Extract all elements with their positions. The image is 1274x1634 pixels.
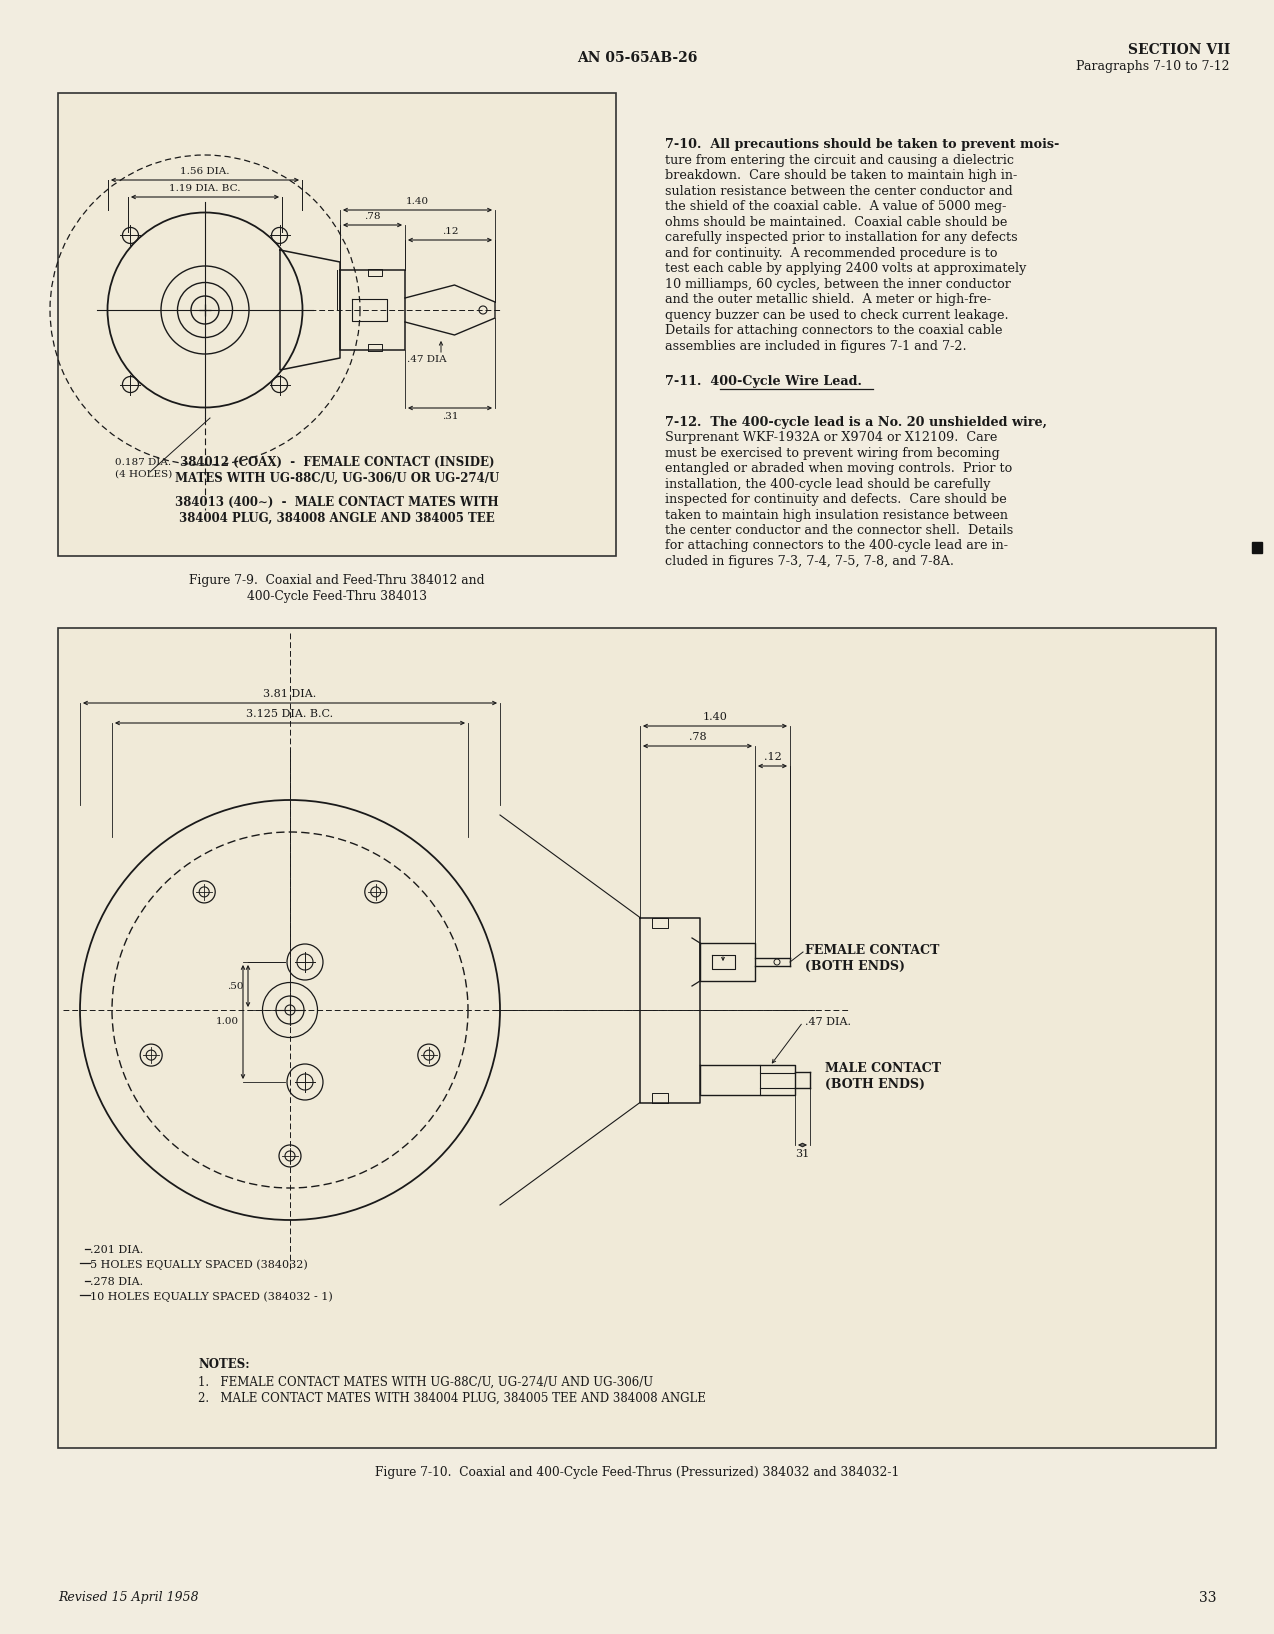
Text: breakdown.  Care should be taken to maintain high in-: breakdown. Care should be taken to maint… bbox=[665, 168, 1017, 181]
Text: the shield of the coaxial cable.  A value of 5000 meg-: the shield of the coaxial cable. A value… bbox=[665, 199, 1006, 212]
Text: (BOTH ENDS): (BOTH ENDS) bbox=[805, 961, 905, 972]
Bar bbox=[59, 93, 617, 556]
Text: carefully inspected prior to installation for any defects: carefully inspected prior to installatio… bbox=[665, 230, 1018, 243]
Text: (4 HOLES): (4 HOLES) bbox=[115, 471, 172, 479]
Text: .47 DIA.: .47 DIA. bbox=[805, 1016, 851, 1028]
Text: quency buzzer can be used to check current leakage.: quency buzzer can be used to check curre… bbox=[665, 309, 1009, 322]
Text: Details for attaching connectors to the coaxial cable: Details for attaching connectors to the … bbox=[665, 324, 1003, 337]
Text: FEMALE CONTACT: FEMALE CONTACT bbox=[805, 944, 939, 958]
Bar bbox=[1252, 541, 1263, 552]
Text: Surprenant WKF-1932A or X9704 or X12109.  Care: Surprenant WKF-1932A or X9704 or X12109.… bbox=[665, 431, 998, 444]
Text: Paragraphs 7-10 to 7-12: Paragraphs 7-10 to 7-12 bbox=[1077, 59, 1229, 72]
Text: Figure 7-9.  Coaxial and Feed-Thru 384012 and: Figure 7-9. Coaxial and Feed-Thru 384012… bbox=[190, 574, 484, 587]
Text: .12: .12 bbox=[442, 227, 459, 235]
Text: AN 05-65AB-26: AN 05-65AB-26 bbox=[577, 51, 697, 65]
Text: NOTES:: NOTES: bbox=[197, 1358, 250, 1371]
Text: 1.56 DIA.: 1.56 DIA. bbox=[180, 167, 229, 176]
Text: test each cable by applying 2400 volts at approximately: test each cable by applying 2400 volts a… bbox=[665, 261, 1027, 275]
Text: 3.125 DIA. B.C.: 3.125 DIA. B.C. bbox=[246, 709, 334, 719]
Text: and the outer metallic shield.  A meter or high-fre-: and the outer metallic shield. A meter o… bbox=[665, 292, 991, 306]
Text: (BOTH ENDS): (BOTH ENDS) bbox=[826, 1078, 925, 1092]
Text: for attaching connectors to the 400-cycle lead are in-: for attaching connectors to the 400-cycl… bbox=[665, 539, 1008, 552]
Text: .278 DIA.: .278 DIA. bbox=[90, 1278, 143, 1288]
Text: must be exercised to prevent wiring from becoming: must be exercised to prevent wiring from… bbox=[665, 446, 1000, 459]
Text: 400-Cycle Feed-Thru 384013: 400-Cycle Feed-Thru 384013 bbox=[247, 590, 427, 603]
Text: ture from entering the circuit and causing a dielectric: ture from entering the circuit and causi… bbox=[665, 154, 1014, 167]
Text: MALE CONTACT: MALE CONTACT bbox=[826, 1062, 941, 1075]
Text: 2.   MALE CONTACT MATES WITH 384004 PLUG, 384005 TEE AND 384008 ANGLE: 2. MALE CONTACT MATES WITH 384004 PLUG, … bbox=[197, 1392, 706, 1405]
Text: 3.81 DIA.: 3.81 DIA. bbox=[264, 690, 317, 699]
Text: 0.187 DIA.: 0.187 DIA. bbox=[115, 458, 171, 467]
Text: installation, the 400-cycle lead should be carefully: installation, the 400-cycle lead should … bbox=[665, 477, 990, 490]
Text: 10 milliamps, 60 cycles, between the inner conductor: 10 milliamps, 60 cycles, between the inn… bbox=[665, 278, 1010, 291]
Text: SECTION VII: SECTION VII bbox=[1127, 42, 1229, 57]
Text: 1.40: 1.40 bbox=[702, 712, 727, 722]
Text: .47 DIA: .47 DIA bbox=[406, 355, 447, 364]
Text: 1.19 DIA. BC.: 1.19 DIA. BC. bbox=[169, 185, 241, 193]
Text: 1.   FEMALE CONTACT MATES WITH UG-88C/U, UG-274/U AND UG-306/U: 1. FEMALE CONTACT MATES WITH UG-88C/U, U… bbox=[197, 1376, 654, 1389]
Text: cluded in figures 7-3, 7-4, 7-5, 7-8, and 7-8A.: cluded in figures 7-3, 7-4, 7-5, 7-8, an… bbox=[665, 556, 954, 569]
Text: .50: .50 bbox=[228, 982, 245, 990]
Text: 1.40: 1.40 bbox=[406, 198, 429, 206]
Text: .78: .78 bbox=[364, 212, 381, 221]
Text: the center conductor and the connector shell.  Details: the center conductor and the connector s… bbox=[665, 525, 1013, 538]
Text: assemblies are included in figures 7-1 and 7-2.: assemblies are included in figures 7-1 a… bbox=[665, 340, 967, 353]
Text: 384004 PLUG, 384008 ANGLE AND 384005 TEE: 384004 PLUG, 384008 ANGLE AND 384005 TEE bbox=[180, 511, 494, 525]
Text: 31: 31 bbox=[795, 1149, 809, 1159]
Text: and for continuity.  A recommended procedure is to: and for continuity. A recommended proced… bbox=[665, 247, 998, 260]
Text: 7-12.  The 400-cycle lead is a No. 20 unshielded wire,: 7-12. The 400-cycle lead is a No. 20 uns… bbox=[665, 415, 1047, 428]
Text: ohms should be maintained.  Coaxial cable should be: ohms should be maintained. Coaxial cable… bbox=[665, 216, 1008, 229]
Text: 5 HOLES EQUALLY SPACED (384032): 5 HOLES EQUALLY SPACED (384032) bbox=[90, 1260, 308, 1270]
Text: .78: .78 bbox=[689, 732, 706, 742]
Text: Revised 15 April 1958: Revised 15 April 1958 bbox=[59, 1592, 199, 1605]
Text: sulation resistance between the center conductor and: sulation resistance between the center c… bbox=[665, 185, 1013, 198]
Text: .12: .12 bbox=[763, 752, 781, 761]
Text: MATES WITH UG-88C/U, UG-306/U OR UG-274/U: MATES WITH UG-88C/U, UG-306/U OR UG-274/… bbox=[175, 472, 499, 485]
Text: 7-11.  400-Cycle Wire Lead.: 7-11. 400-Cycle Wire Lead. bbox=[665, 374, 862, 387]
Text: 1.00: 1.00 bbox=[215, 1018, 240, 1026]
Text: 10 HOLES EQUALLY SPACED (384032 - 1): 10 HOLES EQUALLY SPACED (384032 - 1) bbox=[90, 1291, 333, 1302]
Text: .201 DIA.: .201 DIA. bbox=[90, 1245, 143, 1255]
Text: 384012 (COAX)  -  FEMALE CONTACT (INSIDE): 384012 (COAX) - FEMALE CONTACT (INSIDE) bbox=[180, 456, 494, 469]
Text: 7-10.  All precautions should be taken to prevent mois-: 7-10. All precautions should be taken to… bbox=[665, 137, 1060, 150]
Text: 384013 (400∼)  -  MALE CONTACT MATES WITH: 384013 (400∼) - MALE CONTACT MATES WITH bbox=[176, 497, 499, 510]
Text: inspected for continuity and defects.  Care should be: inspected for continuity and defects. Ca… bbox=[665, 493, 1006, 507]
Text: Figure 7-10.  Coaxial and 400-Cycle Feed-Thrus (Pressurized) 384032 and 384032-1: Figure 7-10. Coaxial and 400-Cycle Feed-… bbox=[375, 1466, 899, 1479]
Text: 33: 33 bbox=[1199, 1592, 1215, 1605]
Bar bbox=[59, 627, 1215, 1448]
Text: .31: .31 bbox=[442, 412, 459, 422]
Text: entangled or abraded when moving controls.  Prior to: entangled or abraded when moving control… bbox=[665, 462, 1013, 475]
Text: taken to maintain high insulation resistance between: taken to maintain high insulation resist… bbox=[665, 508, 1008, 521]
